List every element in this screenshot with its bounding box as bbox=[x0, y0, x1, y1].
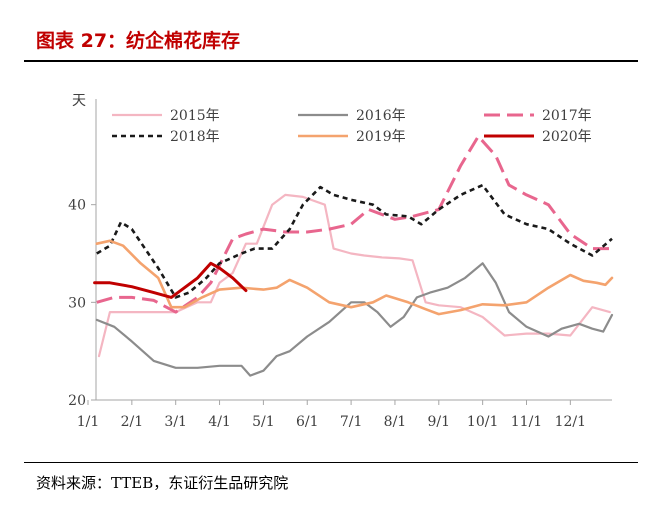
y-tick-label: 20 bbox=[68, 393, 86, 409]
y-axis-label: 天 bbox=[72, 93, 86, 109]
figure-title: 图表 27：纺企棉花库存 bbox=[36, 30, 241, 52]
figure-source: 资料来源：TTEB，东证衍生品研究院 bbox=[36, 474, 289, 492]
legend-label-2019年: 2019年 bbox=[356, 129, 406, 145]
legend-label-2020年: 2020年 bbox=[542, 129, 592, 145]
x-tick-label: 3/1 bbox=[164, 414, 187, 430]
x-tick-label: 8/1 bbox=[384, 414, 407, 430]
series-line-2018年 bbox=[96, 183, 613, 299]
legend-label-2015年: 2015年 bbox=[170, 108, 220, 124]
chart-series-lines bbox=[93, 134, 614, 377]
title-rule bbox=[24, 60, 638, 62]
legend-label-2017年: 2017年 bbox=[542, 108, 592, 124]
legend-label-2016年: 2016年 bbox=[356, 108, 406, 124]
x-tick-label: 5/1 bbox=[252, 414, 275, 430]
x-tick-label: 12/1 bbox=[555, 414, 586, 430]
x-tick-label: 2/1 bbox=[121, 414, 144, 430]
series-line-2019年 bbox=[95, 239, 614, 316]
y-tick-label: 40 bbox=[68, 198, 86, 214]
x-tick-label: 6/1 bbox=[296, 414, 319, 430]
x-tick-label: 4/1 bbox=[208, 414, 231, 430]
series-line-2017年 bbox=[96, 134, 612, 314]
legend-label-2018年: 2018年 bbox=[170, 129, 220, 145]
series-line-2015年 bbox=[97, 193, 611, 358]
chart-axes: 20 30 40 天 1/1 2/1 3/1 4/1 5/1 6/1 7/1 8/1 9/1 10/1 11… bbox=[68, 93, 612, 430]
source-rule bbox=[24, 462, 638, 463]
x-tick-label: 10/1 bbox=[467, 414, 498, 430]
x-tick-label: 1/1 bbox=[77, 414, 100, 430]
x-tick-label: 7/1 bbox=[340, 414, 363, 430]
chart-legend: 2015年 2016年 2017年 2018年 2019年 2020年 bbox=[112, 108, 592, 145]
x-tick-label: 9/1 bbox=[428, 414, 451, 430]
y-tick-label: 30 bbox=[68, 295, 86, 311]
series-line-2020年 bbox=[93, 261, 248, 299]
x-tick-label: 11/1 bbox=[511, 414, 542, 430]
series-line-2016年 bbox=[95, 262, 614, 377]
